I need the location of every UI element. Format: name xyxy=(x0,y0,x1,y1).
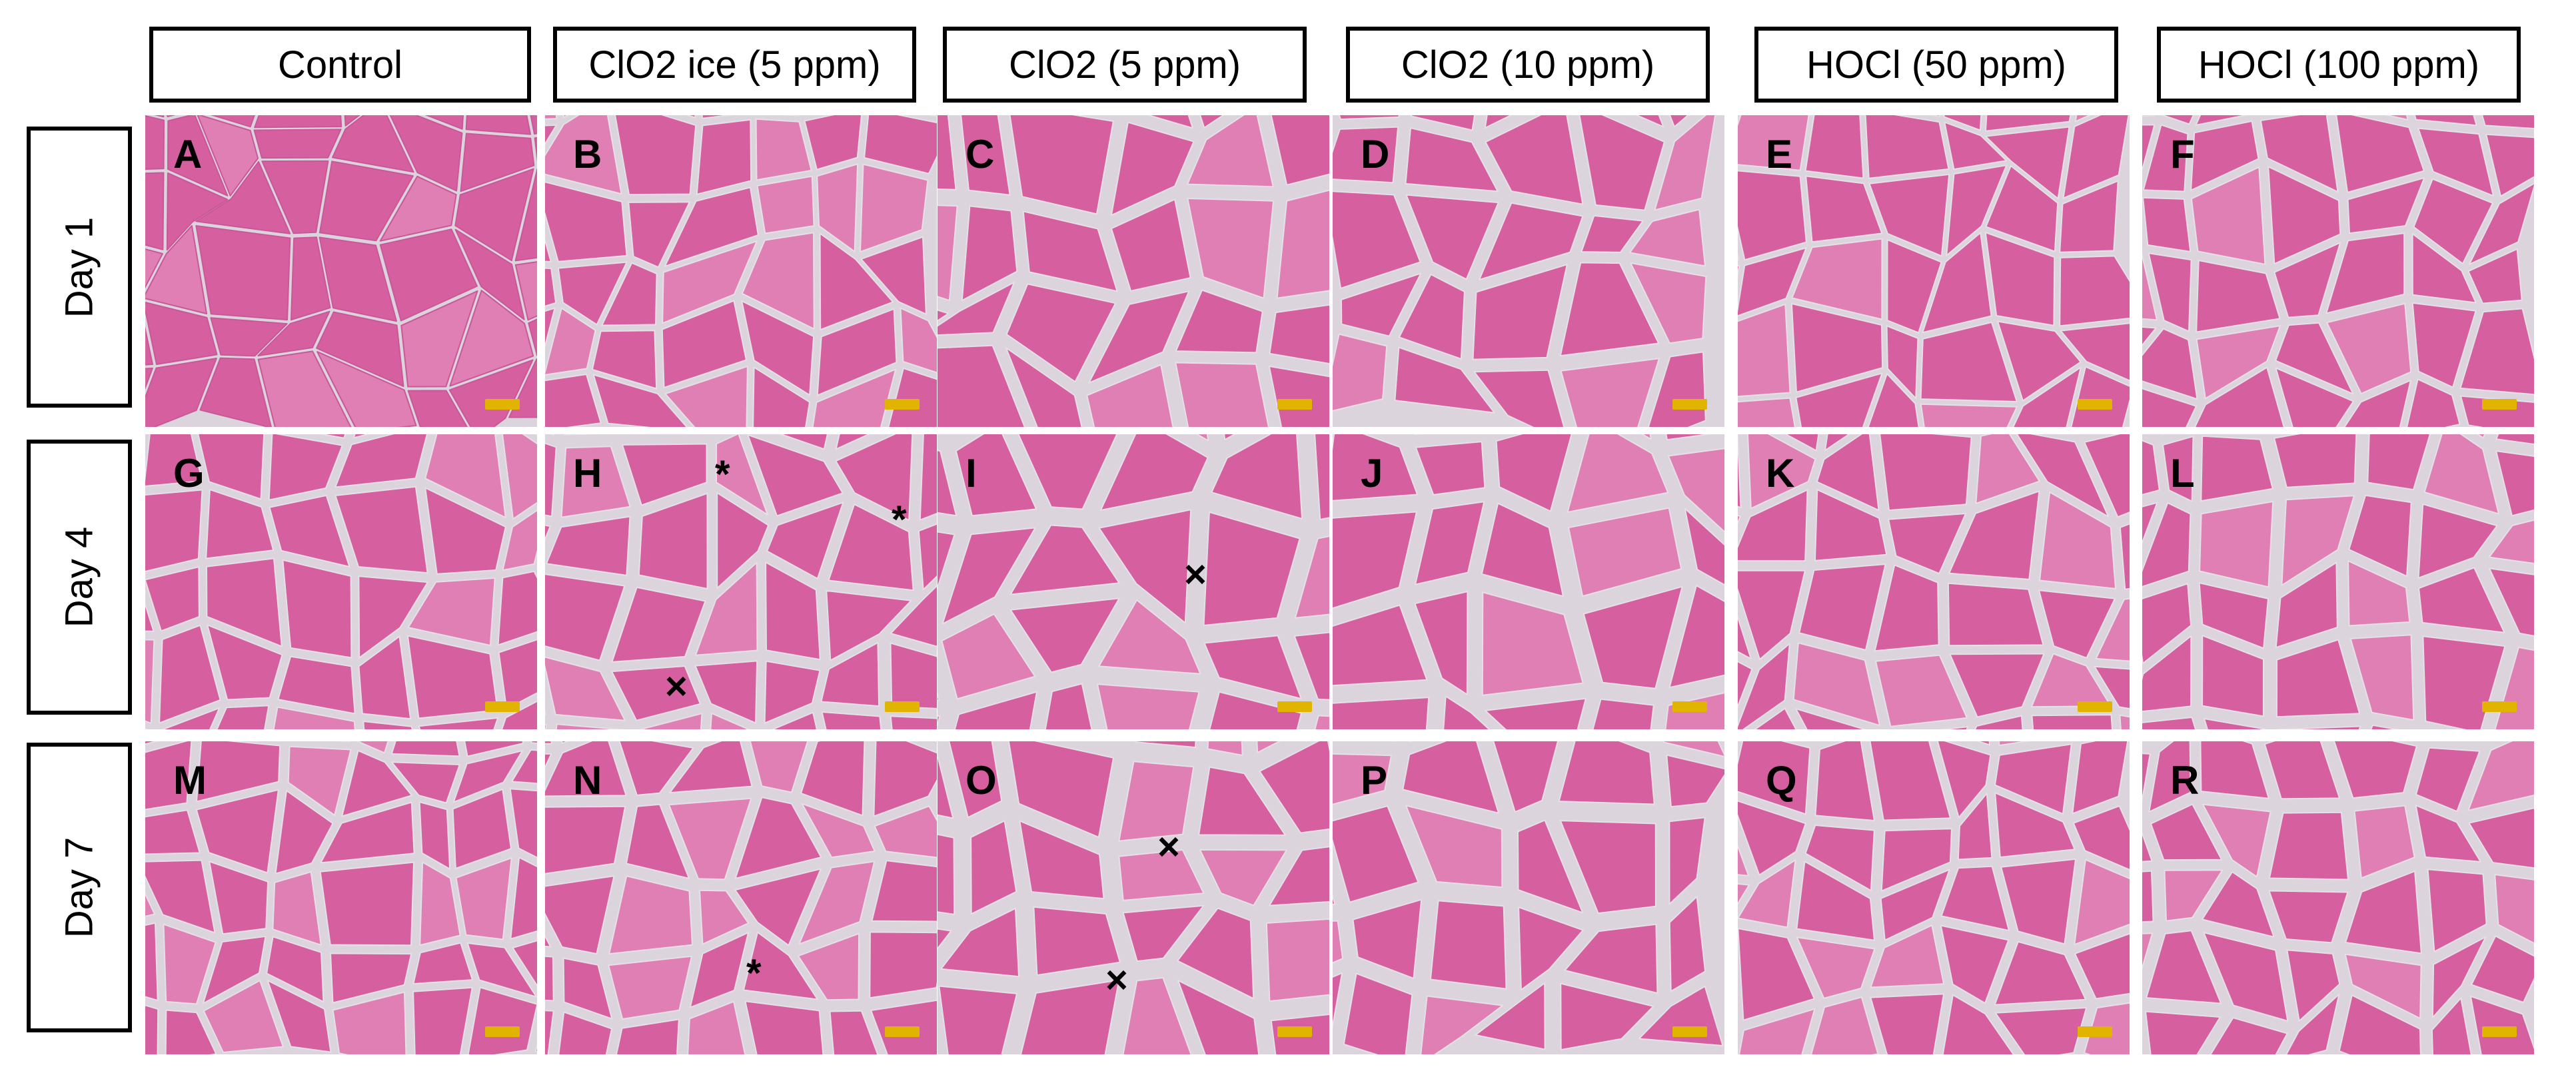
panel-letter: A xyxy=(173,132,203,177)
scale-bar xyxy=(885,701,920,712)
micrograph-panel-r: R xyxy=(2142,741,2534,1054)
scale-bar xyxy=(2482,399,2517,410)
scale-bar xyxy=(1277,701,1312,712)
cross-annotation: × xyxy=(1157,825,1180,869)
column-header-6: HOCl (100 ppm) xyxy=(2157,27,2521,103)
panel-letter: C xyxy=(966,132,995,177)
micrograph-panel-p: P xyxy=(1333,741,1724,1054)
panel-letter: M xyxy=(173,758,207,803)
micrograph-panel-e: E xyxy=(1738,115,2130,427)
micrograph-panel-l: L xyxy=(2142,434,2534,729)
micrograph-panel-c: C xyxy=(938,115,1329,427)
scale-bar xyxy=(1672,1026,1707,1037)
panel-letter: G xyxy=(173,451,205,496)
asterisk-annotation: * xyxy=(892,498,907,541)
micrograph-panel-q: Q xyxy=(1738,741,2130,1054)
column-header-1: Control xyxy=(149,27,531,103)
micrograph-panel-i: I × xyxy=(938,434,1329,729)
scale-bar xyxy=(485,701,520,712)
scale-bar xyxy=(2078,701,2112,712)
row-label: Day 1 xyxy=(57,216,101,318)
scale-bar xyxy=(2078,1026,2112,1037)
micrograph-panel-j: J xyxy=(1333,434,1724,729)
scale-bar xyxy=(485,399,520,410)
scale-bar xyxy=(1277,399,1312,410)
micrograph-panel-o: O × × xyxy=(938,741,1329,1054)
row-header-3: Day 7 xyxy=(27,743,132,1032)
row-header-1: Day 1 xyxy=(27,127,132,408)
asterisk-annotation: * xyxy=(746,952,762,995)
column-header-4: ClO2 (10 ppm) xyxy=(1346,27,1710,103)
scale-bar xyxy=(885,399,920,410)
micrograph-panel-f: F xyxy=(2142,115,2534,427)
micrograph-panel-d: D xyxy=(1333,115,1724,427)
column-header-3: ClO2 (5 ppm) xyxy=(943,27,1307,103)
panel-letter: D xyxy=(1361,132,1390,177)
panel-letter: Q xyxy=(1766,758,1797,803)
panel-letter: H xyxy=(573,451,602,496)
cross-annotation: × xyxy=(665,665,688,708)
row-label: Day 7 xyxy=(57,837,101,938)
cross-annotation: × xyxy=(1105,958,1128,1002)
panel-letter: F xyxy=(2170,132,2195,177)
column-header-2: ClO2 ice (5 ppm) xyxy=(553,27,916,103)
row-label: Day 4 xyxy=(57,526,101,628)
micrograph-panel-k: K xyxy=(1738,434,2130,729)
panel-letter: L xyxy=(2170,451,2195,496)
micrograph-panel-b: B xyxy=(545,115,937,427)
scale-bar xyxy=(2482,701,2517,712)
panel-letter: J xyxy=(1361,451,1383,496)
cross-annotation: × xyxy=(1184,553,1207,596)
micrograph-panel-m: M xyxy=(145,741,537,1054)
panel-letter: P xyxy=(1361,758,1388,803)
scale-bar xyxy=(1672,701,1707,712)
scale-bar xyxy=(485,1026,520,1037)
panel-letter: O xyxy=(966,758,997,803)
micrograph-panel-h: H * * × xyxy=(545,434,937,729)
panel-letter: I xyxy=(966,451,977,496)
panel-letter: N xyxy=(573,758,602,803)
micrograph-panel-g: G xyxy=(145,434,537,729)
row-header-2: Day 4 xyxy=(27,440,132,715)
scale-bar xyxy=(1277,1026,1312,1037)
asterisk-annotation: * xyxy=(715,453,730,496)
panel-letter: E xyxy=(1766,132,1793,177)
column-header-5: HOCl (50 ppm) xyxy=(1754,27,2118,103)
panel-letter: K xyxy=(1766,451,1795,496)
scale-bar xyxy=(885,1026,920,1037)
panel-letter: B xyxy=(573,132,602,177)
scale-bar xyxy=(2078,399,2112,410)
micrograph-panel-a: A xyxy=(145,115,537,427)
scale-bar xyxy=(2482,1026,2517,1037)
micrograph-panel-n: N * xyxy=(545,741,937,1054)
scale-bar xyxy=(1672,399,1707,410)
panel-letter: R xyxy=(2170,758,2200,803)
